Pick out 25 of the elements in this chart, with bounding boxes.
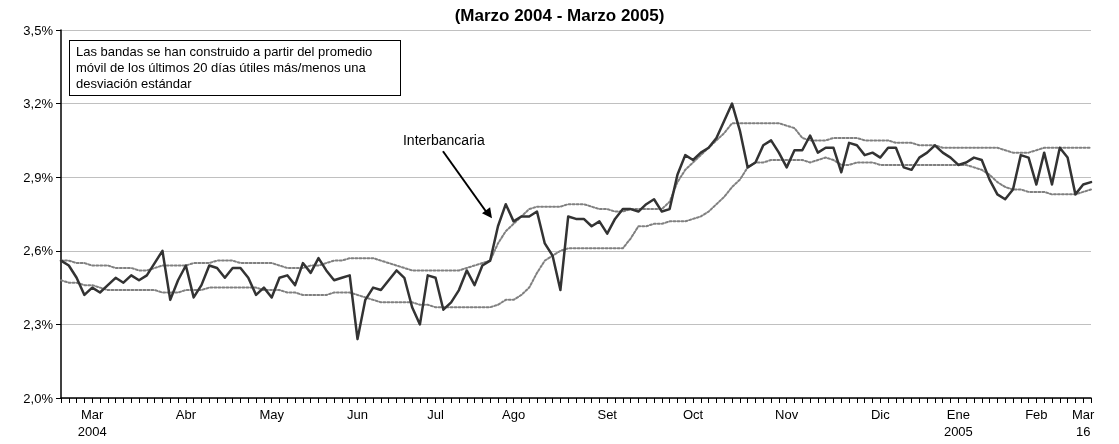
line-series bbox=[60, 122, 1092, 272]
y-tick-label: 2,3% bbox=[23, 316, 54, 332]
x-tick-label: Dic bbox=[870, 407, 891, 422]
x-tick-label: Set bbox=[597, 407, 618, 422]
annotation: Las bandas se han construido a partir del promedio móvil de los últimos 20 días útiles más/menos una desviación estándar bbox=[69, 40, 401, 96]
x-tick-label: Oct bbox=[682, 407, 704, 422]
x-tick-label: May bbox=[259, 407, 285, 422]
line-series bbox=[59, 102, 1093, 341]
x-tick-label: Abr bbox=[175, 407, 197, 422]
x-tick-label: Jul bbox=[427, 407, 444, 422]
x-tick-label: Ene 2005 bbox=[943, 407, 973, 439]
y-tick-label: 3,2% bbox=[23, 96, 54, 112]
x-tick-label: Ago bbox=[502, 407, 526, 422]
text: Interbancaria bbox=[402, 132, 485, 149]
x-tick-label: Nov bbox=[775, 407, 799, 422]
x-tick-label: Feb bbox=[1025, 407, 1048, 422]
y-tick-label: 2,0% bbox=[23, 390, 54, 406]
x-tick-label: Mar 16 bbox=[1072, 407, 1096, 439]
line-series bbox=[60, 156, 1092, 309]
chart-title: (Marzo 2004 - Marzo 2005) bbox=[454, 6, 665, 25]
x-tick-label: Jun bbox=[347, 407, 368, 422]
y-tick-label: 2,9% bbox=[23, 169, 54, 185]
y-tick-label: 3,5% bbox=[23, 22, 54, 38]
y-tick-label: 2,6% bbox=[23, 243, 54, 259]
x-tick-label: Mar 2004 bbox=[77, 407, 107, 439]
